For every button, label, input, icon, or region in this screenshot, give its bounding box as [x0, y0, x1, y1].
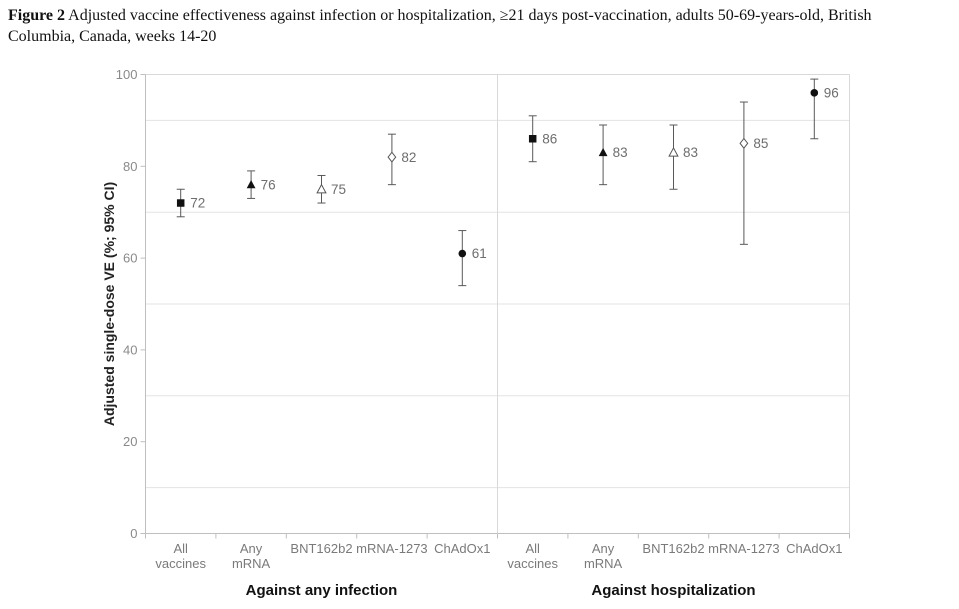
y-tick-label: 80 [123, 159, 137, 174]
category-label: ChAdOx1 [786, 541, 842, 556]
y-tick-label: 100 [116, 67, 138, 82]
value-label: 83 [683, 145, 698, 160]
y-axis-title: Adjusted single-dose VE (%; 95% CI) [101, 182, 117, 426]
value-label: 61 [472, 246, 487, 261]
category-label: Any [240, 541, 263, 556]
figure-caption-text: Adjusted vaccine effectiveness against i… [68, 7, 872, 24]
category-label: vaccines [155, 556, 206, 571]
marker-filled-square [176, 199, 185, 207]
value-label: 86 [542, 131, 557, 146]
figure-caption-line2: Columbia, Canada, weeks 14-20 [8, 28, 217, 45]
marker-open-diamond [739, 137, 749, 149]
value-label: 75 [331, 182, 346, 197]
panel-title: Against hospitalization [591, 582, 755, 599]
marker-filled-triangle [246, 180, 256, 189]
category-label: vaccines [507, 556, 558, 571]
y-tick-label: 0 [130, 526, 137, 541]
value-label: 76 [261, 177, 276, 192]
y-tick-label: 20 [123, 434, 137, 449]
category-label: BNT162b2 [642, 541, 704, 556]
y-tick-label: 60 [123, 251, 137, 266]
category-label: All [173, 541, 188, 556]
category-label: Any [592, 541, 615, 556]
marker-open-diamond [387, 151, 397, 163]
value-label: 82 [401, 150, 416, 165]
y-tick-label: 40 [123, 342, 137, 357]
value-label: 96 [824, 86, 839, 101]
panel-title: Against any infection [246, 582, 398, 599]
category-label: mRNA [232, 556, 271, 571]
figure-caption: Figure 2 Adjusted vaccine effectiveness … [8, 5, 954, 47]
category-label: ChAdOx1 [434, 541, 490, 556]
category-label: mRNA-1273 [356, 541, 428, 556]
marker-filled-circle [810, 89, 819, 97]
marker-open-triangle [668, 146, 679, 157]
marker-open-triangle [316, 183, 327, 194]
value-label: 83 [613, 145, 628, 160]
marker-filled-square [528, 135, 537, 143]
category-label: mRNA-1273 [708, 541, 780, 556]
figure-number-label: Figure 2 [8, 7, 66, 24]
figure-caption-line1: Figure 2 Adjusted vaccine effectiveness … [8, 5, 954, 26]
category-label: mRNA [584, 556, 623, 571]
category-label: All [525, 541, 540, 556]
category-label: BNT162b2 [290, 541, 352, 556]
marker-filled-circle [458, 249, 467, 258]
value-label: 72 [190, 196, 205, 211]
marker-filled-triangle [598, 147, 608, 157]
value-label: 85 [753, 136, 768, 151]
